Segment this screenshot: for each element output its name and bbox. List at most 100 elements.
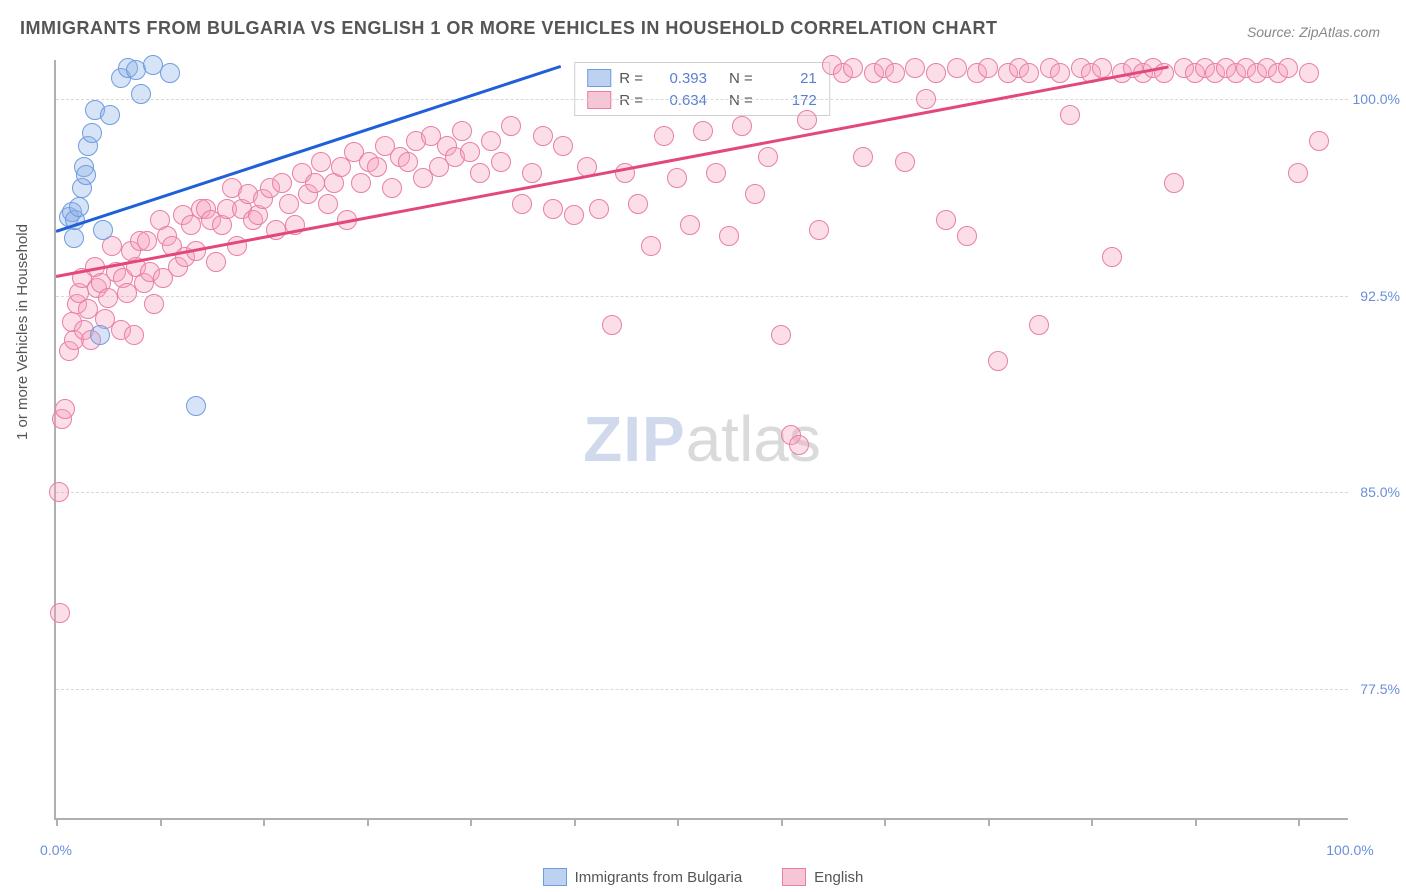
- legend-n-label: N =: [729, 70, 753, 87]
- english-marker: [719, 226, 739, 246]
- gridline: [56, 689, 1348, 690]
- english-marker: [1029, 315, 1049, 335]
- english-marker: [553, 136, 573, 156]
- english-marker: [367, 157, 387, 177]
- english-marker: [602, 315, 622, 335]
- legend-r-value: 0.393: [651, 70, 707, 87]
- x-tick: [677, 818, 679, 826]
- english-marker: [957, 226, 977, 246]
- english-marker: [124, 325, 144, 345]
- english-marker: [460, 142, 480, 162]
- english-marker: [680, 215, 700, 235]
- english-marker: [809, 220, 829, 240]
- english-marker: [1164, 173, 1184, 193]
- english-marker: [667, 168, 687, 188]
- english-marker: [1278, 58, 1298, 78]
- watermark-zip: ZIP: [583, 403, 686, 475]
- english-marker: [589, 199, 609, 219]
- english-marker: [797, 110, 817, 130]
- english-marker: [978, 58, 998, 78]
- english-marker: [318, 194, 338, 214]
- english-marker: [311, 152, 331, 172]
- gridline: [56, 99, 1348, 100]
- english-marker: [55, 399, 75, 419]
- english-marker: [1288, 163, 1308, 183]
- bulgaria-marker: [100, 105, 120, 125]
- english-marker: [745, 184, 765, 204]
- x-tick: [884, 818, 886, 826]
- english-marker: [144, 294, 164, 314]
- x-tick: [470, 818, 472, 826]
- bulgaria-marker: [131, 84, 151, 104]
- y-axis-label: 1 or more Vehicles in Household: [14, 224, 31, 440]
- x-tick-label: 0.0%: [40, 842, 72, 858]
- english-marker: [706, 163, 726, 183]
- english-marker: [926, 63, 946, 83]
- english-marker: [49, 482, 69, 502]
- english-marker: [533, 126, 553, 146]
- legend-item: Immigrants from Bulgaria: [543, 868, 743, 886]
- english-marker: [916, 89, 936, 109]
- bulgaria-marker: [76, 165, 96, 185]
- x-tick: [56, 818, 58, 826]
- english-marker: [331, 157, 351, 177]
- english-marker: [1309, 131, 1329, 151]
- english-marker: [1050, 63, 1070, 83]
- x-tick: [781, 818, 783, 826]
- english-marker: [279, 194, 299, 214]
- english-marker: [470, 163, 490, 183]
- english-marker: [272, 173, 292, 193]
- english-marker: [98, 288, 118, 308]
- english-marker: [1060, 105, 1080, 125]
- english-marker: [885, 63, 905, 83]
- english-marker: [895, 152, 915, 172]
- legend-swatch: [587, 69, 611, 87]
- english-marker: [843, 58, 863, 78]
- legend-r-label: R =: [619, 70, 643, 87]
- bulgaria-marker: [69, 197, 89, 217]
- legend-n-value: 21: [761, 70, 817, 87]
- legend-item: English: [782, 868, 863, 886]
- english-marker: [351, 173, 371, 193]
- english-marker: [905, 58, 925, 78]
- english-marker: [512, 194, 532, 214]
- english-marker: [853, 147, 873, 167]
- gridline: [56, 492, 1348, 493]
- english-marker: [382, 178, 402, 198]
- english-marker: [1019, 63, 1039, 83]
- english-marker: [936, 210, 956, 230]
- bulgaria-marker: [64, 228, 84, 248]
- english-marker: [771, 325, 791, 345]
- english-marker: [988, 351, 1008, 371]
- legend-bottom: Immigrants from Bulgaria English: [0, 868, 1406, 886]
- bulgaria-marker: [186, 396, 206, 416]
- y-tick-label: 100.0%: [1353, 91, 1400, 107]
- x-tick: [1298, 818, 1300, 826]
- english-marker: [543, 199, 563, 219]
- source-attribution: Source: ZipAtlas.com: [1247, 24, 1380, 40]
- english-marker: [1102, 247, 1122, 267]
- y-tick-label: 92.5%: [1360, 288, 1400, 304]
- english-marker: [947, 58, 967, 78]
- gridline: [56, 296, 1348, 297]
- english-marker: [789, 435, 809, 455]
- x-tick: [574, 818, 576, 826]
- legend-stats: R =0.393N =21R =0.634N =172: [574, 62, 830, 116]
- english-marker: [398, 152, 418, 172]
- english-marker: [654, 126, 674, 146]
- x-tick: [988, 818, 990, 826]
- english-marker: [641, 236, 661, 256]
- english-marker: [693, 121, 713, 141]
- english-marker: [491, 152, 511, 172]
- english-marker: [501, 116, 521, 136]
- legend-swatch: [782, 868, 806, 886]
- english-marker: [758, 147, 778, 167]
- legend-stats-row: R = 0.393 N = 21: [587, 67, 817, 89]
- english-marker: [1299, 63, 1319, 83]
- bulgaria-marker: [82, 123, 102, 143]
- english-marker: [628, 194, 648, 214]
- plot-area: ZIPatlas R =0.393N =21R =0.634N =172 77.…: [54, 60, 1348, 820]
- y-tick-label: 85.0%: [1360, 484, 1400, 500]
- english-marker: [732, 116, 752, 136]
- y-tick-label: 77.5%: [1360, 681, 1400, 697]
